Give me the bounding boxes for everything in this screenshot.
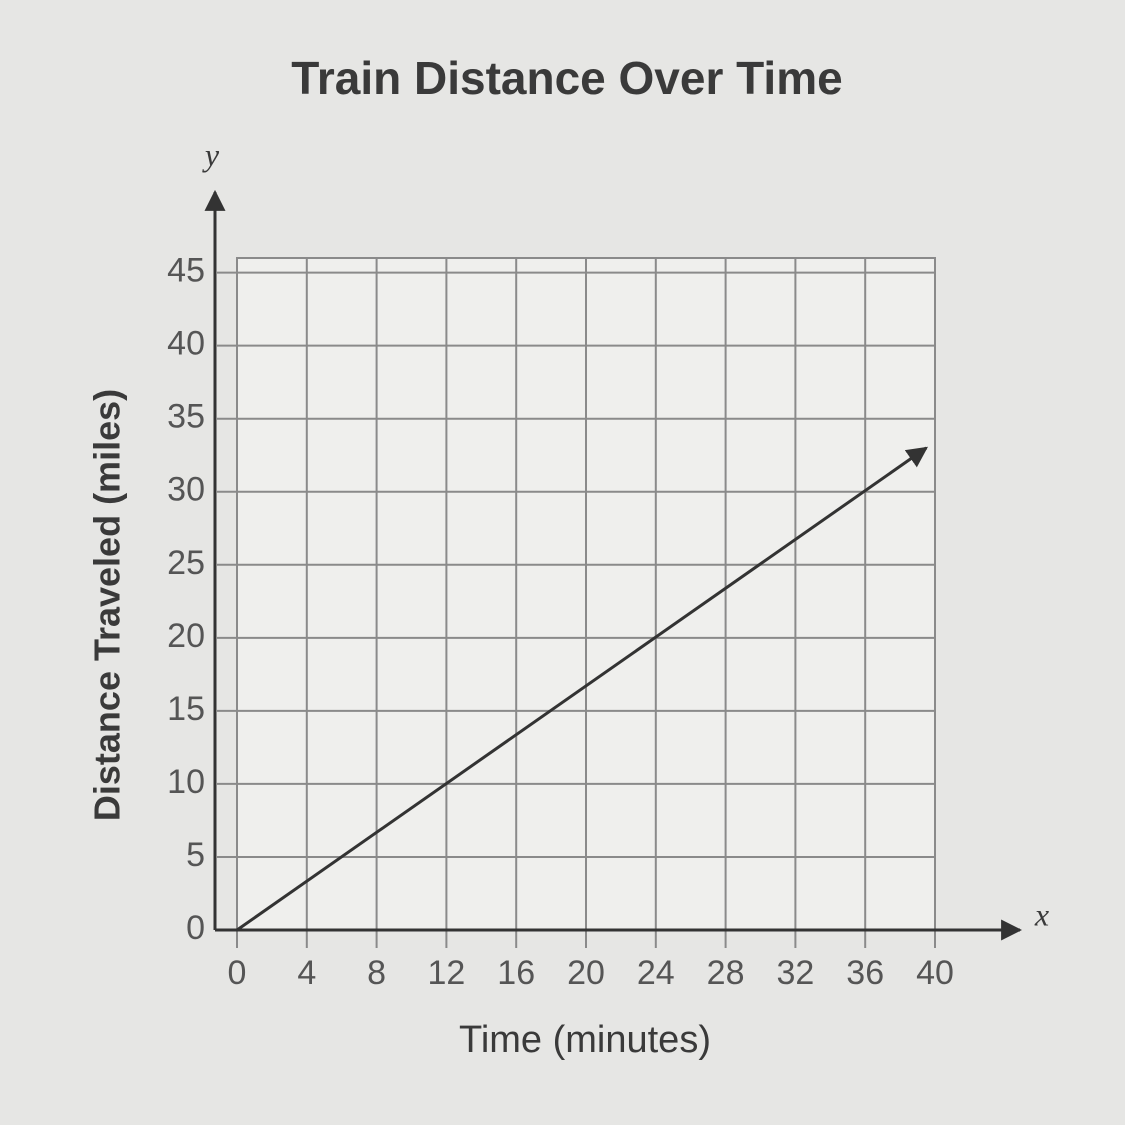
x-tick-label: 8 [367,954,386,992]
x-axis-label: Time (minutes) [459,1019,711,1061]
x-tick-label: 36 [846,954,884,992]
x-tick-label: 0 [228,954,247,992]
data-line [236,446,928,932]
y-tick-label: 5 [186,836,205,874]
x-tick-label: 28 [707,954,745,992]
x-axis-letter: x [1034,896,1049,932]
y-tick-label: 10 [167,763,205,801]
y-axis-letter: y [202,136,220,172]
chart-title: Train Distance Over Time [291,52,842,104]
y-tick-label: 25 [167,544,205,582]
x-tick-label: 40 [916,954,954,992]
x-tick-label: 20 [567,954,605,992]
x-tick-label: 32 [776,954,814,992]
y-tick-label: 35 [167,398,205,436]
y-axis-label: Distance Traveled (miles) [87,389,128,821]
x-tick-label: 4 [297,954,316,992]
x-tick-label: 24 [637,954,675,992]
x-tick-label: 16 [497,954,535,992]
x-tick-label: 12 [427,954,465,992]
y-tick-label: 30 [167,471,205,509]
y-tick-label: 0 [186,909,205,947]
y-tick-label: 45 [167,252,205,290]
y-tick-label: 20 [167,617,205,655]
y-tick-label: 15 [167,690,205,728]
y-tick-label: 40 [167,325,205,363]
